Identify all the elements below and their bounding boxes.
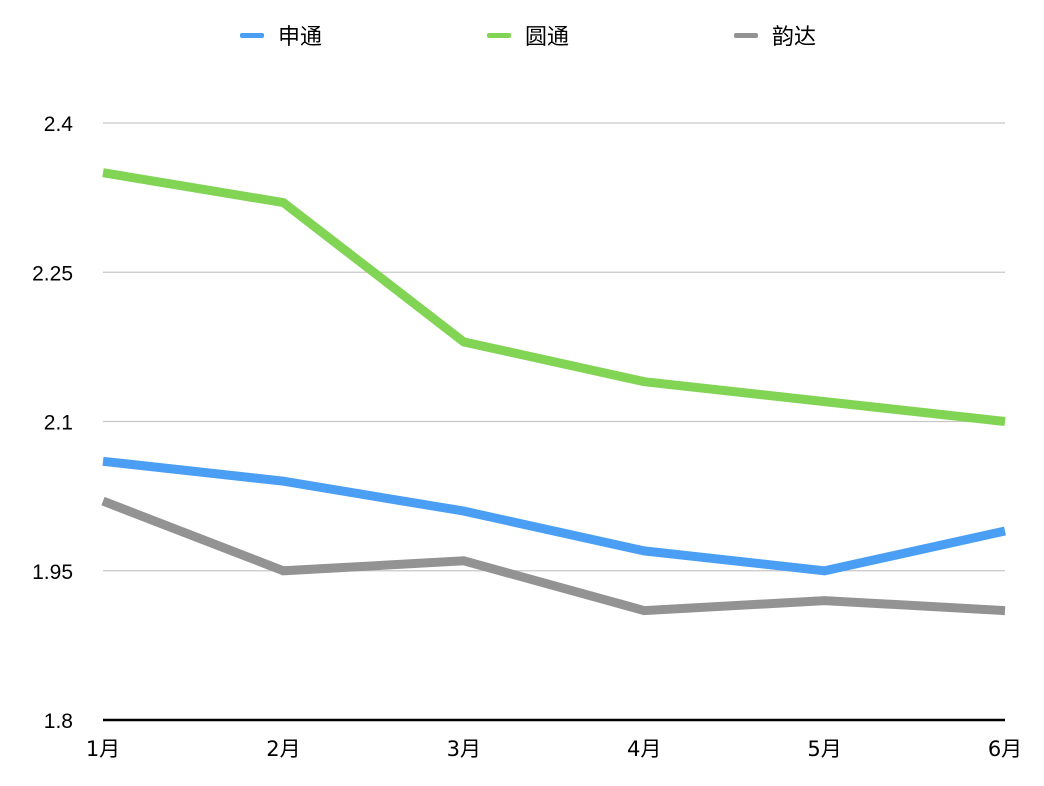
x-tick-label: 4月 — [627, 737, 661, 761]
series-line-申通 — [102, 456, 1006, 576]
x-tick-label: 6月 — [988, 737, 1022, 761]
y-tick-label: 2.25 — [32, 262, 73, 285]
y-tick-label: 1.8 — [44, 710, 73, 733]
y-axis: 1.8 1.95 2.1 2.25 2.4 — [32, 113, 73, 733]
legend-swatch-icon — [734, 32, 758, 38]
legend-item-shentong: 申通 — [240, 18, 322, 52]
legend-swatch-icon — [240, 32, 264, 38]
x-axis: 1月 2月 3月 4月 5月 6月 — [86, 718, 1022, 761]
y-tick-label: 1.95 — [32, 561, 73, 584]
x-tick-label: 2月 — [266, 737, 300, 761]
legend-label: 韵达 — [772, 25, 817, 50]
x-tick-label: 5月 — [807, 737, 841, 761]
x-tick-label: 3月 — [447, 737, 481, 761]
series-line-圆通 — [102, 168, 1006, 426]
chart-legend: 申通 圆通 韵达 — [0, 18, 1044, 52]
legend-item-yuantong: 圆通 — [487, 18, 569, 52]
series-line-韵达 — [101, 496, 1006, 616]
legend-item-yunda: 韵达 — [734, 18, 816, 52]
gridlines — [103, 122, 1005, 572]
legend-swatch-icon — [487, 32, 511, 38]
legend-label: 圆通 — [525, 25, 570, 50]
series-lines — [101, 168, 1006, 616]
legend-label: 申通 — [278, 25, 323, 50]
y-tick-label: 2.4 — [44, 113, 74, 136]
x-tick-label: 1月 — [86, 737, 120, 761]
y-tick-label: 2.1 — [44, 412, 73, 435]
